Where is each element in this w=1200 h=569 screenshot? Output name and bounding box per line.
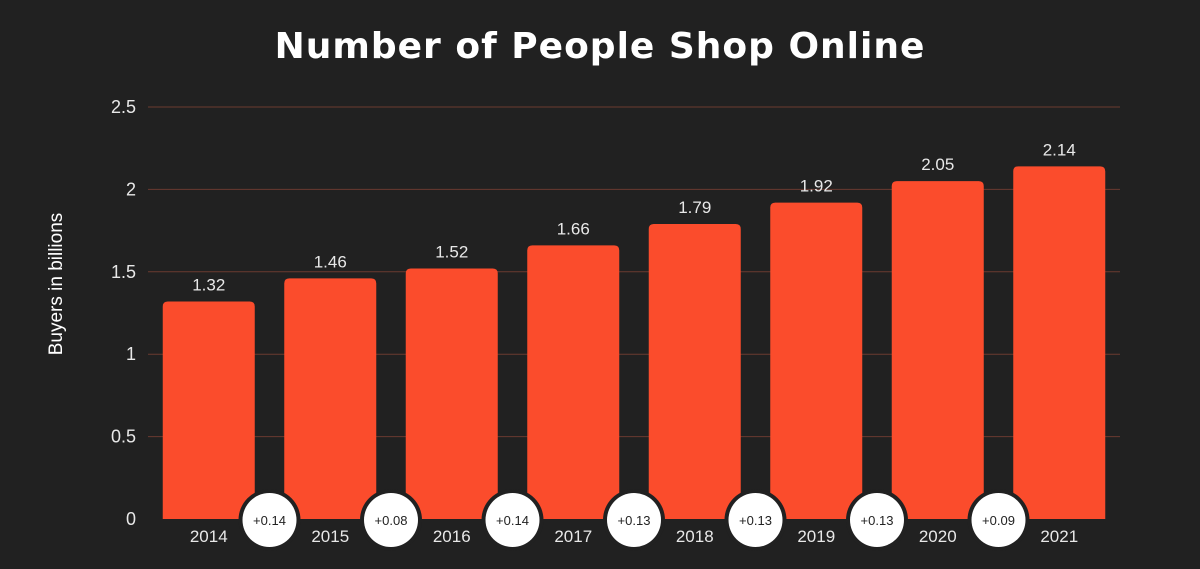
delta-label: +0.09: [982, 513, 1015, 528]
delta-badge: +0.14: [238, 489, 301, 551]
y-tick-label: 2.5: [111, 97, 136, 117]
delta-badge: +0.14: [481, 489, 544, 551]
x-tick-label: 2016: [433, 527, 471, 546]
delta-circle: [485, 493, 540, 547]
delta-circle: [607, 493, 661, 547]
y-tick-label: 2: [126, 179, 136, 199]
data-label: 1.52: [435, 243, 468, 262]
y-axis-label: Buyers in billions: [46, 213, 67, 356]
data-label: 2.05: [921, 155, 954, 174]
y-axis-ticks: 0 0.5 1 1.5 2 2.5: [111, 97, 136, 529]
x-tick-label: 2020: [919, 527, 957, 546]
delta-circle: [364, 493, 418, 547]
delta-label: +0.08: [375, 513, 408, 528]
y-tick-label: 1.5: [111, 262, 136, 282]
x-axis-labels: 2014 2015 2016 2017 2018 2019 2020 2021: [190, 527, 1078, 546]
delta-badge: +0.13: [603, 489, 665, 551]
y-tick-label: 0.5: [111, 427, 136, 447]
x-tick-label: 2015: [311, 527, 349, 546]
delta-annotations: +0.14 +0.08 +0.14 +0.13 +0.13 +0.13 +0.09: [238, 489, 1030, 551]
delta-label: +0.14: [496, 513, 529, 528]
bar: [284, 278, 377, 519]
data-labels: 1.32 1.46 1.52 1.66 1.79 1.92 2.05 2.14: [192, 140, 1076, 294]
x-tick-label: 2014: [190, 527, 228, 546]
data-label: 1.66: [557, 219, 590, 238]
x-tick-label: 2021: [1040, 527, 1078, 546]
delta-circle: [242, 493, 297, 547]
bar: [527, 245, 620, 519]
delta-circle: [728, 493, 783, 547]
delta-circle: [850, 493, 904, 547]
data-label: 1.79: [678, 198, 711, 217]
data-label: 1.92: [800, 177, 833, 196]
data-label: 1.46: [314, 252, 347, 271]
delta-label: +0.13: [861, 513, 894, 528]
chart-title: Number of People Shop Online: [274, 26, 926, 67]
delta-badge: +0.13: [724, 489, 787, 551]
y-tick-label: 0: [126, 509, 136, 529]
delta-label: +0.13: [618, 513, 651, 528]
delta-label: +0.14: [253, 513, 286, 528]
delta-badge: +0.08: [360, 489, 422, 551]
bars: [162, 166, 1106, 520]
bar: [405, 268, 498, 519]
bar: [770, 202, 863, 520]
delta-circle: [971, 493, 1026, 547]
y-tick-label: 1: [126, 344, 136, 364]
data-label: 2.14: [1043, 140, 1076, 159]
delta-badge: +0.09: [967, 489, 1030, 551]
delta-label: +0.13: [739, 513, 772, 528]
delta-badge: +0.13: [846, 489, 908, 551]
bar: [891, 181, 984, 519]
x-tick-label: 2017: [554, 527, 592, 546]
bar: [648, 224, 741, 519]
bar: [162, 301, 255, 519]
x-tick-label: 2019: [797, 527, 835, 546]
bar: [1013, 166, 1106, 519]
data-label: 1.32: [192, 275, 225, 294]
x-tick-label: 2018: [676, 527, 714, 546]
